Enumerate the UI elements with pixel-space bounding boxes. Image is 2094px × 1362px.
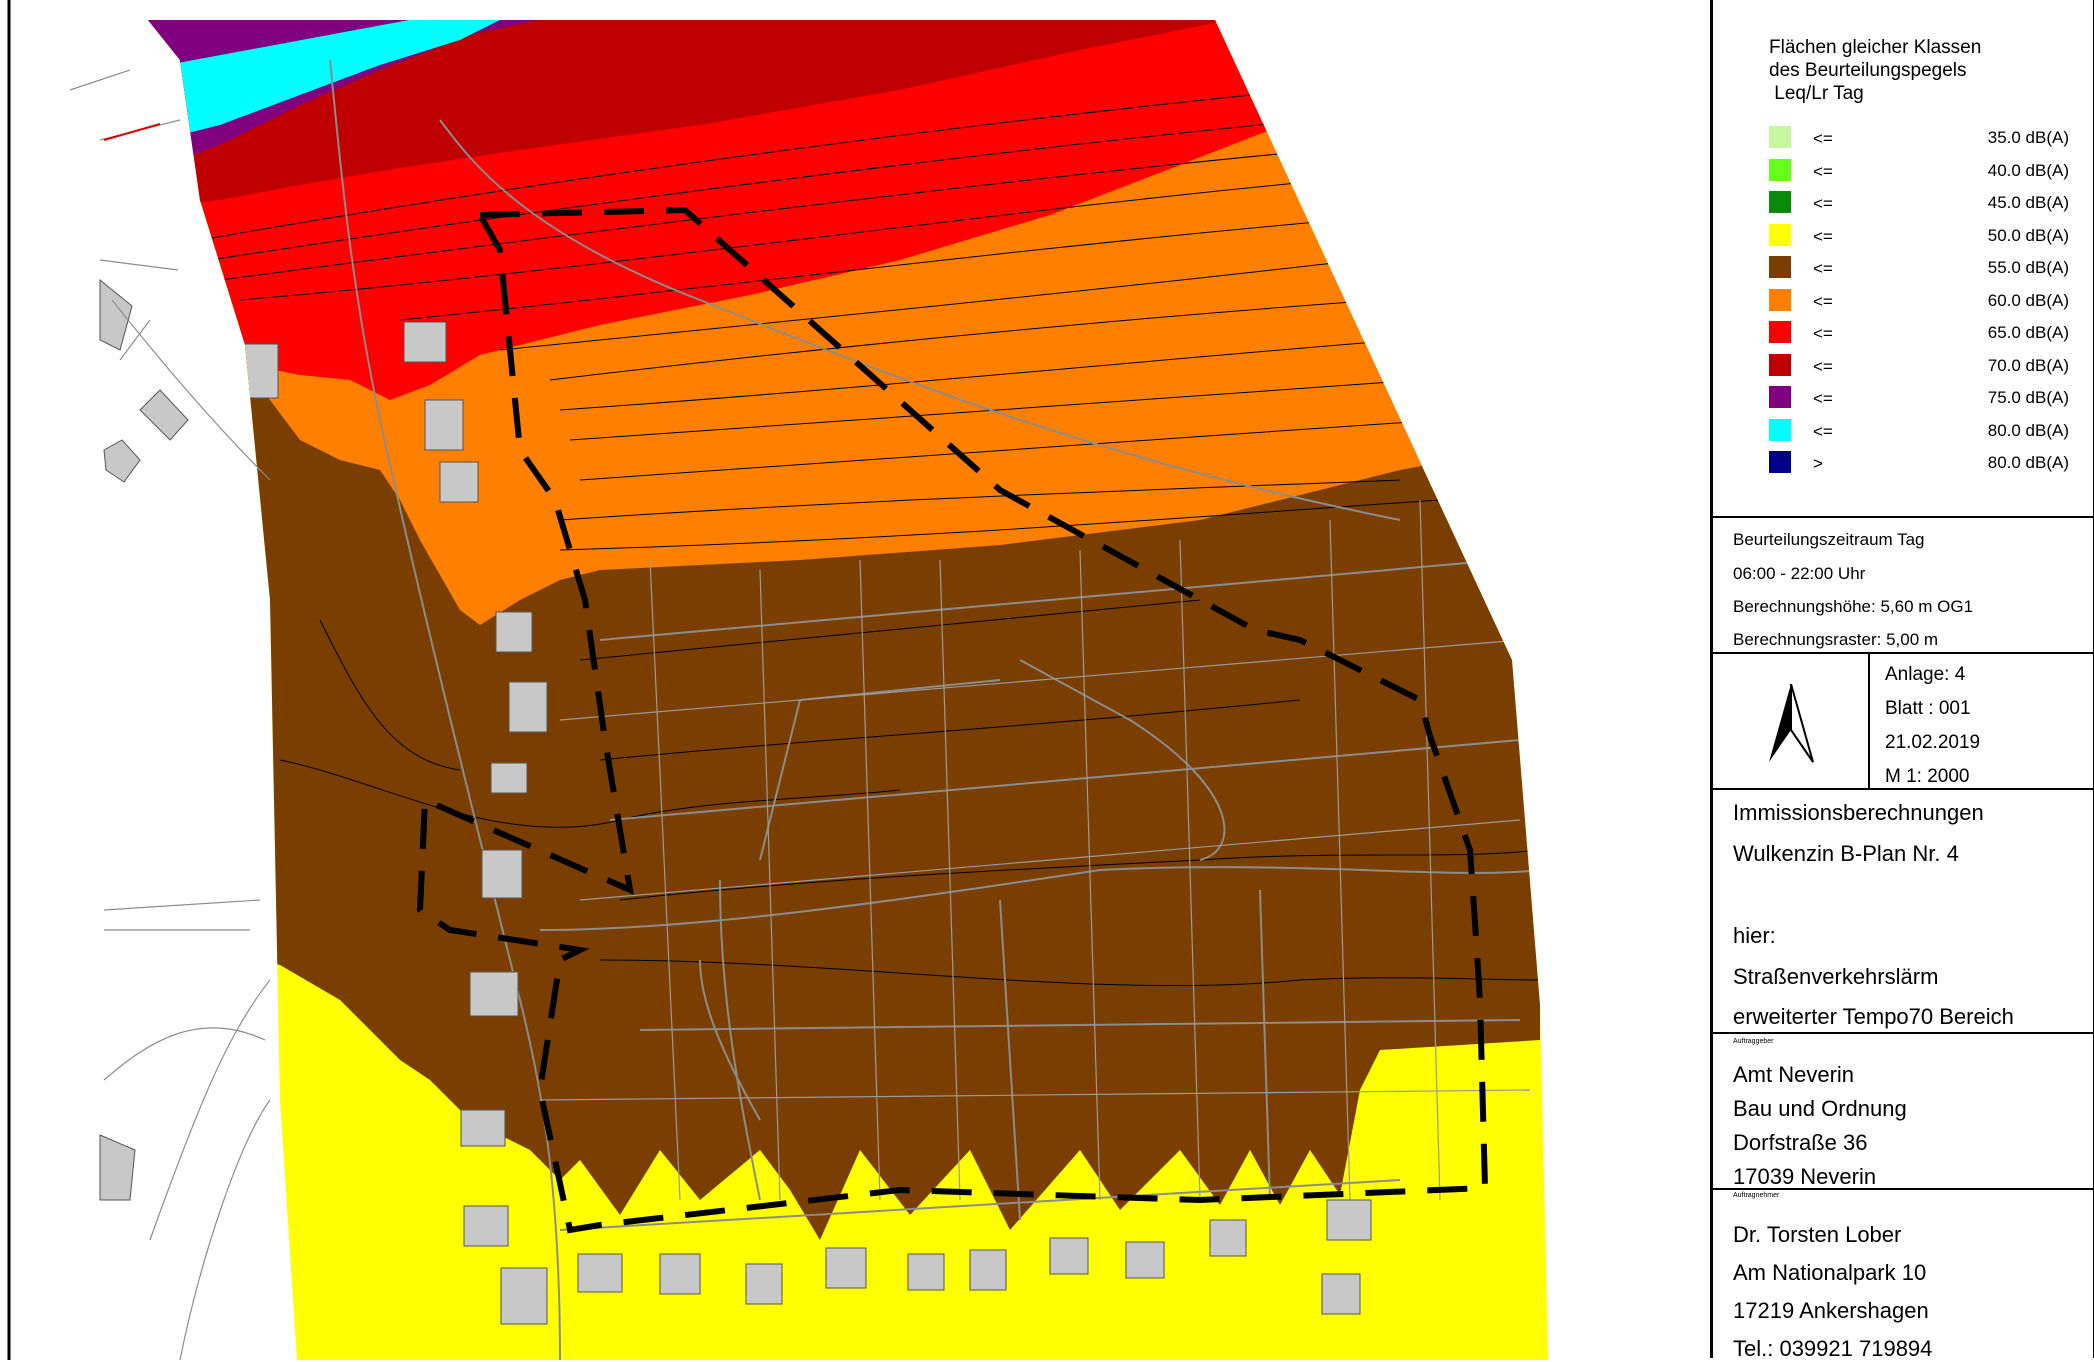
legend-value: 40.0 dB(A) xyxy=(1987,160,2069,180)
project-title: Immissionsberechnungen xyxy=(1733,800,1984,825)
contractor-section: Auftragnehmer Dr. Torsten Lober Am Natio… xyxy=(1713,1190,2093,1361)
legend-row: <= 75.0 dB(A) xyxy=(1769,386,2069,408)
legend-swatch xyxy=(1769,353,1791,376)
sheet-anlage: Anlage: 4 xyxy=(1885,664,1966,685)
contractor-phone: Tel.: 039921 719894 xyxy=(1733,1336,1933,1361)
client-section: Auftraggeber Amt Neverin Bau und Ordnung… xyxy=(1713,1034,2093,1190)
legend-swatch xyxy=(1769,223,1791,246)
legend-swatch xyxy=(1769,191,1791,213)
legend-value: 65.0 dB(A) xyxy=(1987,323,2069,342)
assessment-time: 06:00 - 22:00 Uhr xyxy=(1733,564,1866,583)
legend-row: <= 70.0 dB(A) xyxy=(1769,353,2069,376)
legend-swatch xyxy=(1769,256,1791,278)
project-subtitle: Wulkenzin B-Plan Nr. 4 xyxy=(1733,841,1959,866)
planning-boundary xyxy=(416,206,1489,1234)
sheet-blatt: Blatt : 001 xyxy=(1885,698,1971,719)
project-area: erweiterter Tempo70 Bereich xyxy=(1733,1004,2014,1029)
zone-75db xyxy=(148,20,620,180)
legend-value: 50.0 dB(A) xyxy=(1987,225,2069,245)
legend-row: <= 65.0 dB(A) xyxy=(1769,321,2069,343)
legend-swatch xyxy=(1769,288,1791,311)
context-roads xyxy=(69,69,271,1360)
assessment-section: Beurteilungszeitraum Tag 06:00 - 22:00 U… xyxy=(1713,518,2093,654)
calculation-height: Berechnungshöhe: 5,60 m OG1 xyxy=(1733,597,1974,616)
legend-operator: <= xyxy=(1813,129,1833,148)
legend-operator: <= xyxy=(1813,291,1833,311)
legend-value: 45.0 dB(A) xyxy=(1987,193,2069,212)
contractor-name: Dr. Torsten Lober xyxy=(1733,1222,1902,1247)
calculation-grid: Berechnungsraster: 5,00 m xyxy=(1733,630,1939,649)
legend-operator: <= xyxy=(1813,226,1833,246)
legend-swatch xyxy=(1769,386,1791,408)
assessment-period: Beurteilungszeitraum Tag xyxy=(1733,530,1925,549)
noise-map xyxy=(7,0,1548,1360)
client-name: Amt Neverin xyxy=(1733,1062,1855,1087)
north-arrow-icon xyxy=(1769,684,1814,763)
context-features xyxy=(99,278,189,1201)
sheet-scale: M 1: 2000 xyxy=(1885,766,1970,787)
legend-operator: <= xyxy=(1813,194,1833,213)
legend-swatch xyxy=(1769,321,1791,343)
legend-panel: Flächen gleicher Klassen des Beurteilung… xyxy=(1710,0,2094,1361)
legend-swatch xyxy=(1769,158,1791,181)
legend-row: <= 80.0 dB(A) xyxy=(1769,418,2069,441)
legend-value: 80.0 dB(A) xyxy=(1987,453,2069,472)
client-label: Auftraggeber xyxy=(1733,1038,1774,1045)
zone-80db xyxy=(148,20,500,145)
legend-operator: <= xyxy=(1813,161,1833,181)
buildings xyxy=(217,321,1372,1325)
legend-title: Flächen gleicher Klassen des Beurteilung… xyxy=(1769,37,1982,104)
sheet-section: Anlage: 4 Blatt : 001 21.02.2019 M 1: 20… xyxy=(1713,654,2093,790)
legend-row: <= 50.0 dB(A) xyxy=(1769,223,2069,246)
zone-70db xyxy=(148,20,1548,210)
legend-operator: <= xyxy=(1813,259,1833,278)
legend-row: >80.0 dB(A) xyxy=(1769,451,2069,473)
sheet-divider xyxy=(1868,654,1870,788)
legend-value: 75.0 dB(A) xyxy=(1987,388,2069,407)
legend-operator: > xyxy=(1813,454,1823,473)
client-dept: Bau und Ordnung xyxy=(1733,1096,1907,1121)
legend-operator: <= xyxy=(1813,389,1833,408)
legend-value: 55.0 dB(A) xyxy=(1987,258,2069,277)
legend-row: <= 55.0 dB(A) xyxy=(1769,256,2069,278)
legend-operator: <= xyxy=(1813,324,1833,343)
legend-value: 60.0 dB(A) xyxy=(1987,290,2069,310)
legend-value: 70.0 dB(A) xyxy=(1987,355,2069,375)
sheet-date: 21.02.2019 xyxy=(1885,732,1981,753)
legend-operator: <= xyxy=(1813,356,1833,376)
contractor-label: Auftragnehmer xyxy=(1733,1192,1780,1199)
legend-operator: <= xyxy=(1813,421,1833,441)
context-red-road xyxy=(103,123,161,141)
legend-value: 80.0 dB(A) xyxy=(1987,420,2069,440)
legend-swatch xyxy=(1769,451,1791,473)
legend-swatch xyxy=(1769,418,1791,441)
client-street: Dorfstraße 36 xyxy=(1733,1130,1868,1155)
project-topic: Straßenverkehrslärm xyxy=(1733,964,1939,989)
contractor-city: 17219 Ankershagen xyxy=(1733,1298,1929,1323)
legend-row: <= 35.0 dB(A) xyxy=(1769,126,2069,148)
legend-swatch xyxy=(1769,126,1791,148)
plot-lines xyxy=(539,499,1531,1201)
legend-value: 35.0 dB(A) xyxy=(1987,128,2069,147)
project-section: Immissionsberechnungen Wulkenzin B-Plan … xyxy=(1713,790,2093,1034)
client-city: 17039 Neverin xyxy=(1733,1164,1877,1189)
legend-row: <= 40.0 dB(A) xyxy=(1769,158,2069,181)
legend-section: Flächen gleicher Klassen des Beurteilung… xyxy=(1713,0,2093,518)
project-here-label: hier: xyxy=(1733,923,1776,948)
legend-row: <= 60.0 dB(A) xyxy=(1769,288,2069,311)
legend-row: <= 45.0 dB(A) xyxy=(1769,191,2069,213)
contractor-street: Am Nationalpark 10 xyxy=(1733,1260,1927,1285)
